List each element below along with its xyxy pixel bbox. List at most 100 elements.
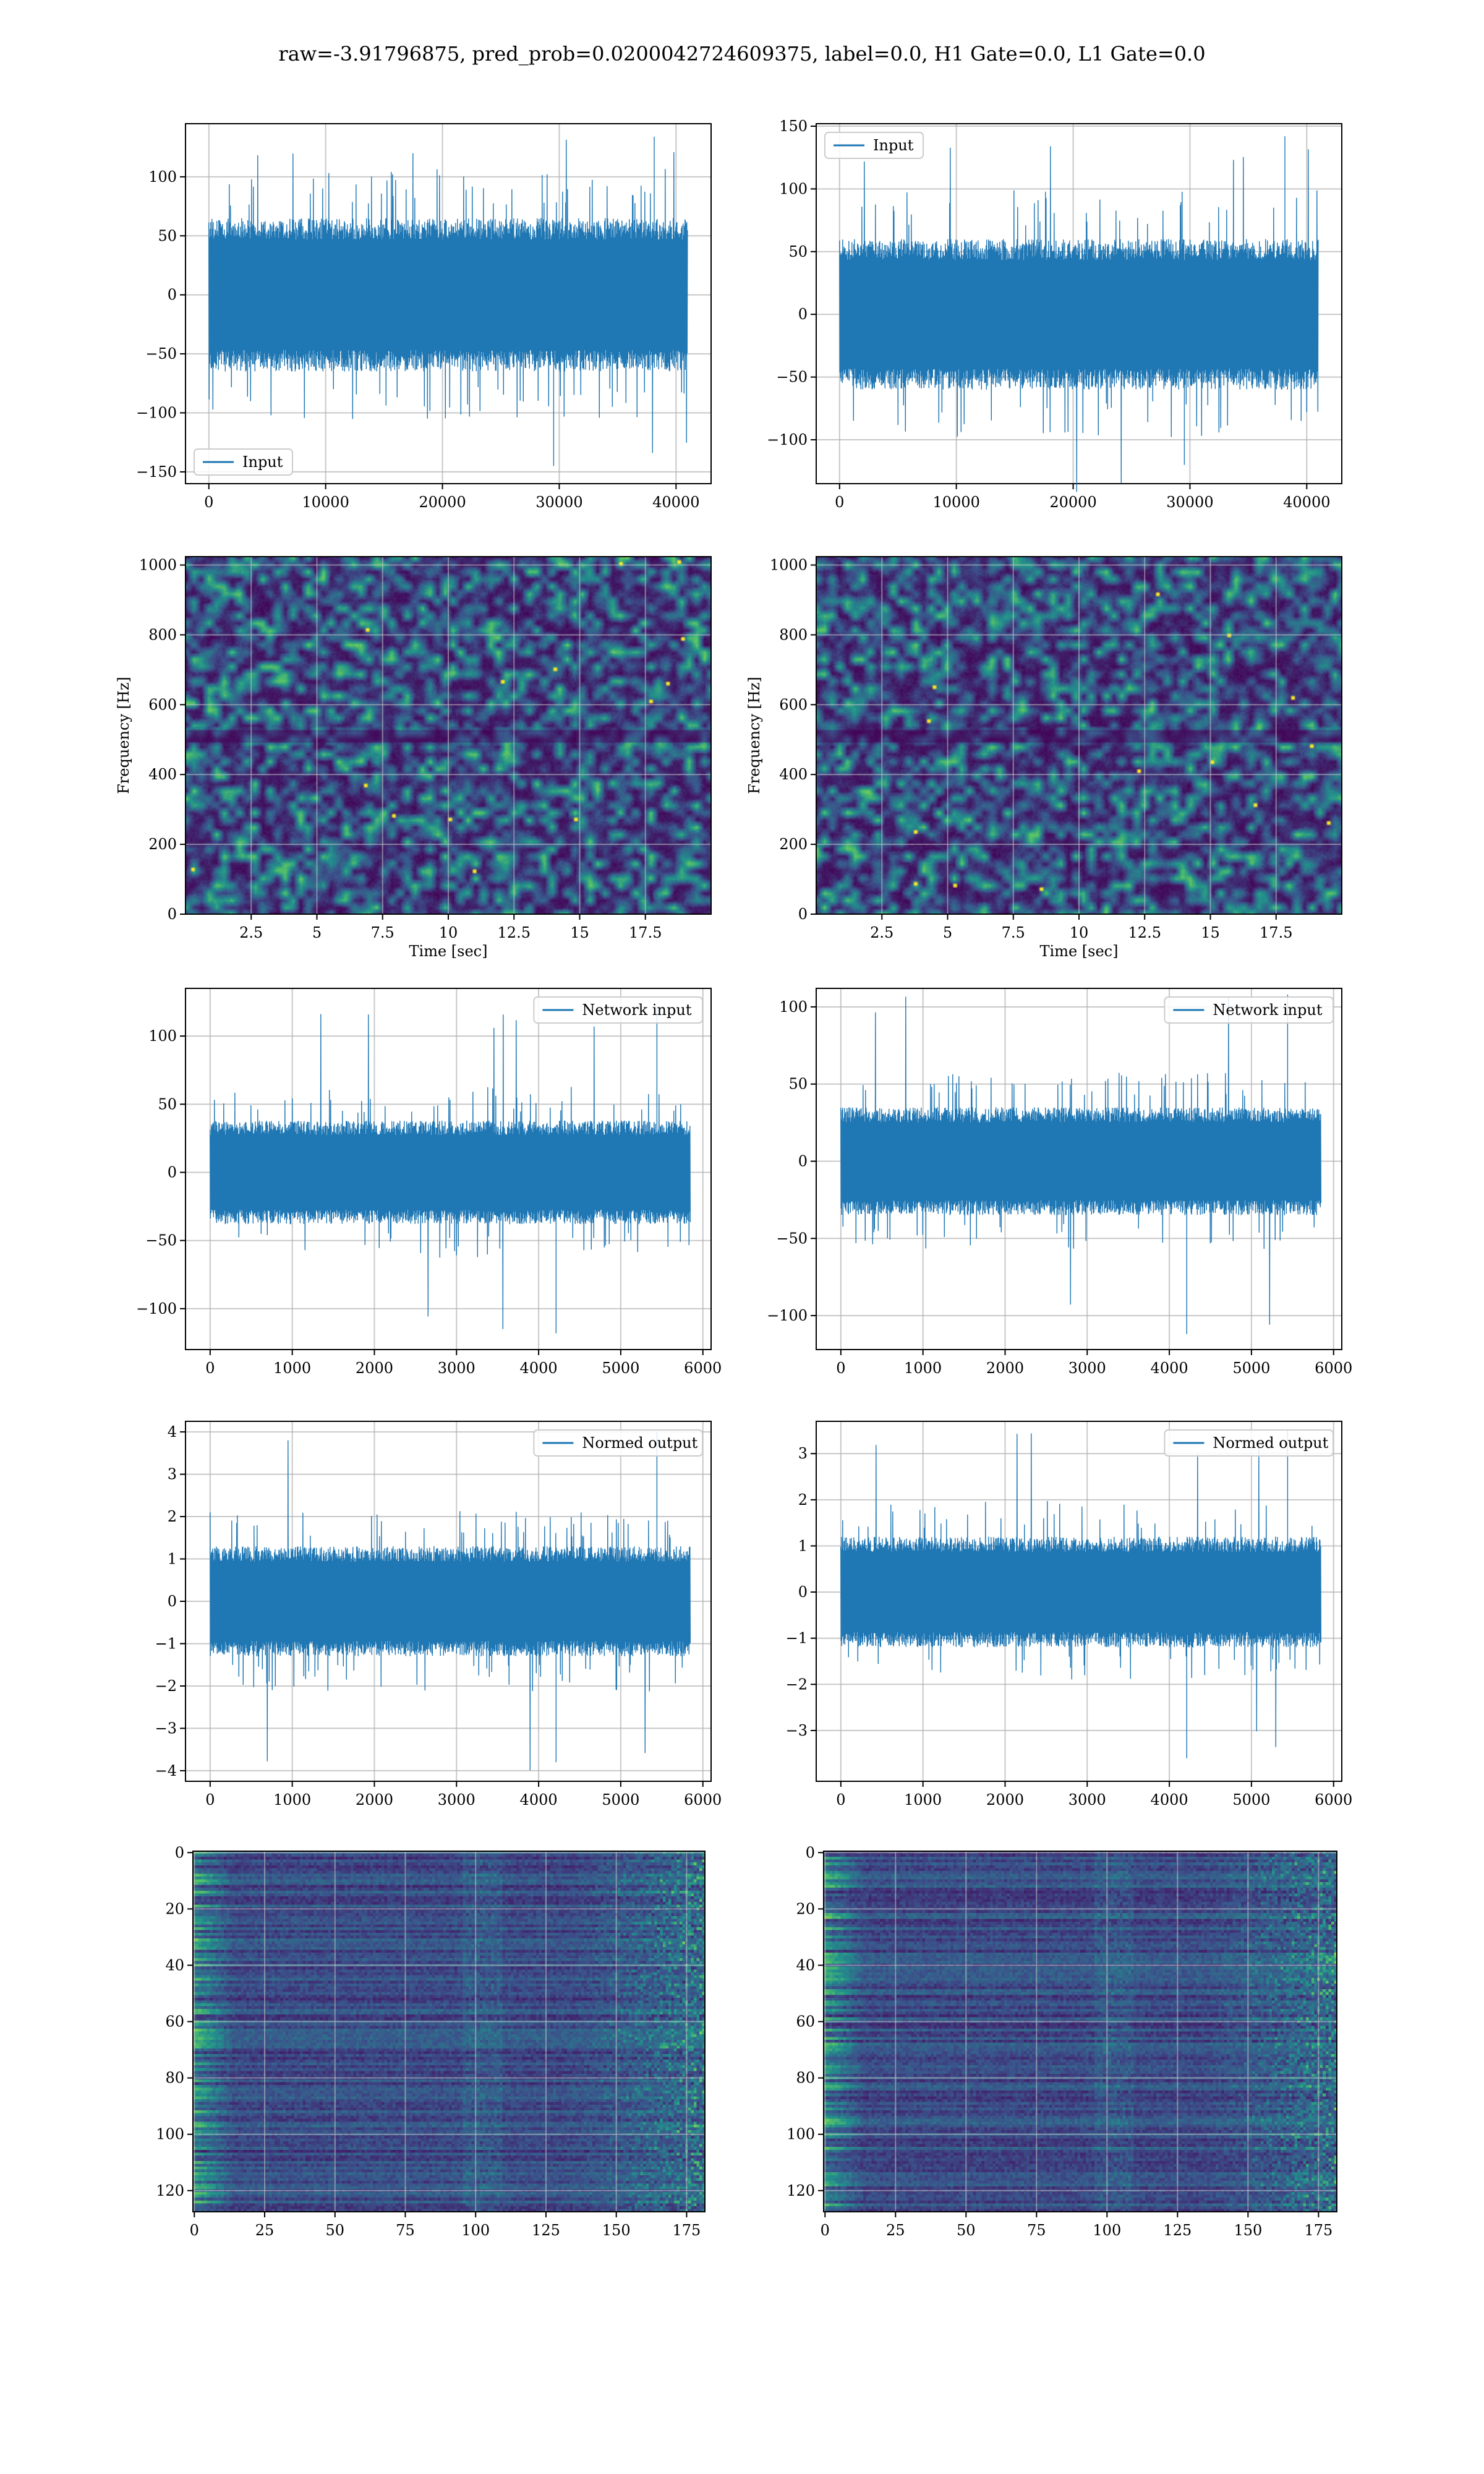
y-tick-label: 50 xyxy=(158,227,177,244)
legend: Network input xyxy=(533,996,704,1024)
x-tick-label: 50 xyxy=(325,2222,344,2239)
x-axis-label: Time [sec] xyxy=(409,943,488,960)
y-tick-label: −50 xyxy=(145,345,177,362)
feature-map-image xyxy=(193,1851,705,2212)
x-tick-label: 150 xyxy=(1234,2222,1262,2239)
y-tick-label: 0 xyxy=(798,905,808,923)
x-tick-label: 40000 xyxy=(1283,494,1330,511)
x-tick-label: 125 xyxy=(1163,2222,1192,2239)
legend: Network input xyxy=(1164,996,1334,1024)
x-tick-label: 10 xyxy=(1070,924,1089,941)
x-tick-label: 0 xyxy=(190,2222,199,2239)
x-axis-label: Time [sec] xyxy=(1040,943,1119,960)
y-tick-label: 1 xyxy=(168,1551,177,1568)
x-tick-label: 5000 xyxy=(602,1359,639,1377)
y-tick-label: 40 xyxy=(165,1956,184,1974)
y-tick-label: 800 xyxy=(779,626,808,643)
plot-frame xyxy=(816,988,1342,1350)
y-tick-label: −150 xyxy=(136,463,177,481)
y-tick-label: 0 xyxy=(175,1844,184,1861)
y-tick-label: 20 xyxy=(796,1900,815,1917)
x-tick-label: 150 xyxy=(602,2222,631,2239)
y-tick-label: −50 xyxy=(145,1232,177,1249)
plot-frame xyxy=(185,988,712,1350)
x-tick-label: 6000 xyxy=(1315,1791,1352,1808)
y-tick-label: 50 xyxy=(788,1076,808,1093)
y-tick-label: −100 xyxy=(767,1307,808,1324)
y-tick-label: 20 xyxy=(165,1900,184,1917)
x-tick-label: 0 xyxy=(836,1359,845,1377)
y-tick-label: 0 xyxy=(168,1164,177,1181)
y-tick-label: 100 xyxy=(148,1027,177,1045)
x-tick-label: 6000 xyxy=(1315,1359,1352,1377)
y-tick-label: 100 xyxy=(787,2126,815,2143)
x-tick-label: 1000 xyxy=(904,1359,942,1377)
y-tick-label: −2 xyxy=(155,1677,177,1695)
legend-box xyxy=(533,1429,704,1457)
input-plot-right: 0 10000 20000 30000 40000 −100 −50 0 50 100 150 Inp… xyxy=(767,118,1342,511)
x-tick-label: 6000 xyxy=(684,1791,722,1808)
x-tick-label: 50 xyxy=(957,2222,976,2239)
x-tick-label: 3000 xyxy=(1068,1791,1106,1808)
legend-entry: Network input xyxy=(1213,1001,1322,1019)
y-tick-label: 0 xyxy=(798,1583,808,1601)
normed-output-plot-left: 0 1000 2000 3000 4000 5000 6000 −4 −3 −2 −1 0 1 2 3 4 No… xyxy=(155,1421,722,1808)
y-tick-label: 2 xyxy=(798,1491,808,1509)
series-line xyxy=(839,136,1319,492)
x-tick-label: 40000 xyxy=(652,494,699,511)
x-tick-label: 1000 xyxy=(273,1791,311,1808)
y-tick-label: −100 xyxy=(136,1300,177,1317)
y-tick-label: 50 xyxy=(158,1095,177,1113)
y-tick-label: 0 xyxy=(168,1593,177,1610)
y-tick-label: 60 xyxy=(165,2013,184,2031)
y-tick-label: −3 xyxy=(155,1719,177,1737)
x-tick-label: 25 xyxy=(255,2222,275,2239)
y-tick-label: −3 xyxy=(786,1722,808,1739)
x-tick-label: 100 xyxy=(461,2222,490,2239)
x-tick-label: 175 xyxy=(1304,2222,1333,2239)
y-tick-label: −100 xyxy=(767,431,808,448)
feature-map-right: 0 25 50 75 100 125 150 175 0 20 40 60 80 100 120 xyxy=(787,1844,1337,2239)
x-tick-label: 30000 xyxy=(1166,494,1213,511)
x-tick-label: 10000 xyxy=(932,494,979,511)
legend-entry: Normed output xyxy=(582,1434,697,1452)
legend: Normed output xyxy=(1164,1429,1334,1457)
legend-box xyxy=(194,448,293,476)
x-tick-label: 0 xyxy=(835,494,844,511)
y-tick-label: 1 xyxy=(798,1537,808,1554)
x-tick-label: 0 xyxy=(205,1359,215,1377)
x-tick-label: 17.5 xyxy=(629,924,662,941)
x-tick-label: 2000 xyxy=(356,1359,393,1377)
x-tick-label: 3000 xyxy=(438,1359,475,1377)
x-tick-label: 5 xyxy=(943,924,952,941)
legend-entry: Normed output xyxy=(1213,1434,1328,1452)
x-tick-label: 0 xyxy=(204,494,213,511)
y-axis-label: Frequency [Hz] xyxy=(746,677,763,794)
spectrogram-plot-right: 2.5 5 7.5 10 12.5 15 17.5 0 200 400 600 800 1000 Time… xyxy=(746,556,1342,960)
y-tick-label: −4 xyxy=(155,1762,177,1779)
y-tick-label: 3 xyxy=(798,1445,808,1462)
x-tick-label: 1000 xyxy=(904,1791,942,1808)
legend-entry: Input xyxy=(873,137,914,154)
y-tick-label: −1 xyxy=(786,1630,808,1647)
series-line xyxy=(840,1430,1321,1758)
x-tick-label: 25 xyxy=(886,2222,905,2239)
y-tick-label: 2 xyxy=(168,1508,177,1525)
x-tick-label: 2000 xyxy=(356,1791,393,1808)
x-tick-label: 0 xyxy=(205,1791,215,1808)
legend: Input xyxy=(824,132,924,159)
x-tick-label: 0 xyxy=(836,1791,845,1808)
y-tick-label: 4 xyxy=(168,1423,177,1440)
x-tick-label: 125 xyxy=(532,2222,560,2239)
y-tick-label: 50 xyxy=(788,243,808,260)
x-tick-label: 2.5 xyxy=(239,924,263,941)
x-tick-label: 7.5 xyxy=(371,924,394,941)
y-tick-label: 600 xyxy=(779,696,808,713)
input-plot-left: 0 10000 20000 30000 40000 −150 −100 −50 0 50 100 In… xyxy=(136,123,712,511)
x-tick-label: 4000 xyxy=(520,1359,558,1377)
series-line xyxy=(210,1006,691,1333)
legend: Input xyxy=(194,448,293,476)
x-tick-label: 75 xyxy=(1027,2222,1046,2239)
x-tick-label: 5 xyxy=(312,924,322,941)
